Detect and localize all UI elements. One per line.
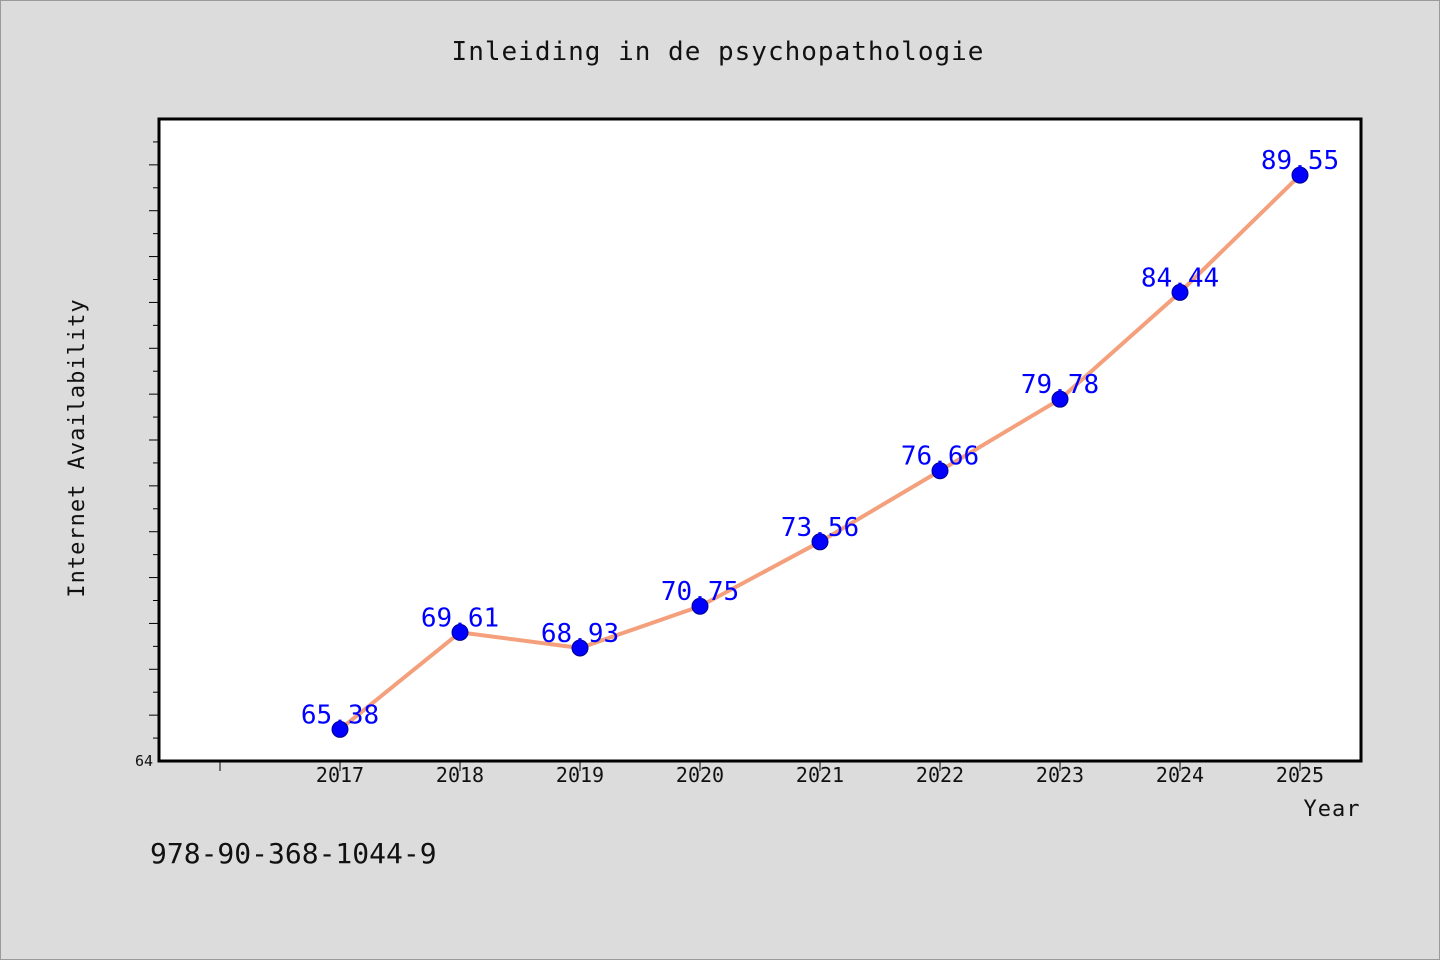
data-point xyxy=(931,462,949,480)
y-tick-label: 64 xyxy=(135,752,153,770)
x-tick-label: 2025 xyxy=(1276,763,1324,787)
x-tick-label: 2022 xyxy=(916,763,964,787)
data-point xyxy=(811,533,829,551)
data-point xyxy=(331,720,349,738)
chart-title: Inleiding in de psychopathologie xyxy=(452,37,985,67)
x-axis-title: Year xyxy=(1304,797,1361,822)
data-label: 69.61 xyxy=(421,603,499,633)
data-label: 84.44 xyxy=(1141,263,1219,293)
x-tick-label: 2021 xyxy=(796,763,844,787)
x-tick-label: 2020 xyxy=(676,763,724,787)
y-axis-ticks: 64 xyxy=(135,141,159,770)
data-label: 68.93 xyxy=(541,619,619,649)
data-point xyxy=(691,597,709,615)
data-label: 70.75 xyxy=(661,577,739,607)
data-label: 73.56 xyxy=(781,513,859,543)
data-label: 76.66 xyxy=(901,442,979,472)
x-tick-label: 2023 xyxy=(1036,763,1084,787)
data-point xyxy=(571,639,589,657)
data-label: 65.38 xyxy=(301,700,379,730)
data-labels: 65.38 69.61 68.93 70.75 73.56 76.66 79.78 84.44… xyxy=(301,146,1339,730)
x-tick-label: 2019 xyxy=(556,763,604,787)
data-point xyxy=(1171,283,1189,301)
data-point xyxy=(1051,390,1069,408)
x-tick-label: 2024 xyxy=(1156,763,1204,787)
data-label: 89.55 xyxy=(1261,146,1339,176)
series-group xyxy=(331,166,1309,738)
data-label: 79.78 xyxy=(1021,370,1099,400)
data-point xyxy=(451,623,469,641)
x-tick-label: 2017 xyxy=(316,763,364,787)
data-point xyxy=(1291,166,1309,184)
plot-area xyxy=(157,117,1363,763)
y-axis-title: Internet Availability xyxy=(65,298,90,597)
x-tick-label: 2018 xyxy=(436,763,484,787)
x-axis-ticks: 2017 2018 2019 2020 2021 2022 2023 2024 2025 xyxy=(219,761,1324,787)
isbn-caption: 978-90-368-1044-9 xyxy=(150,837,437,870)
